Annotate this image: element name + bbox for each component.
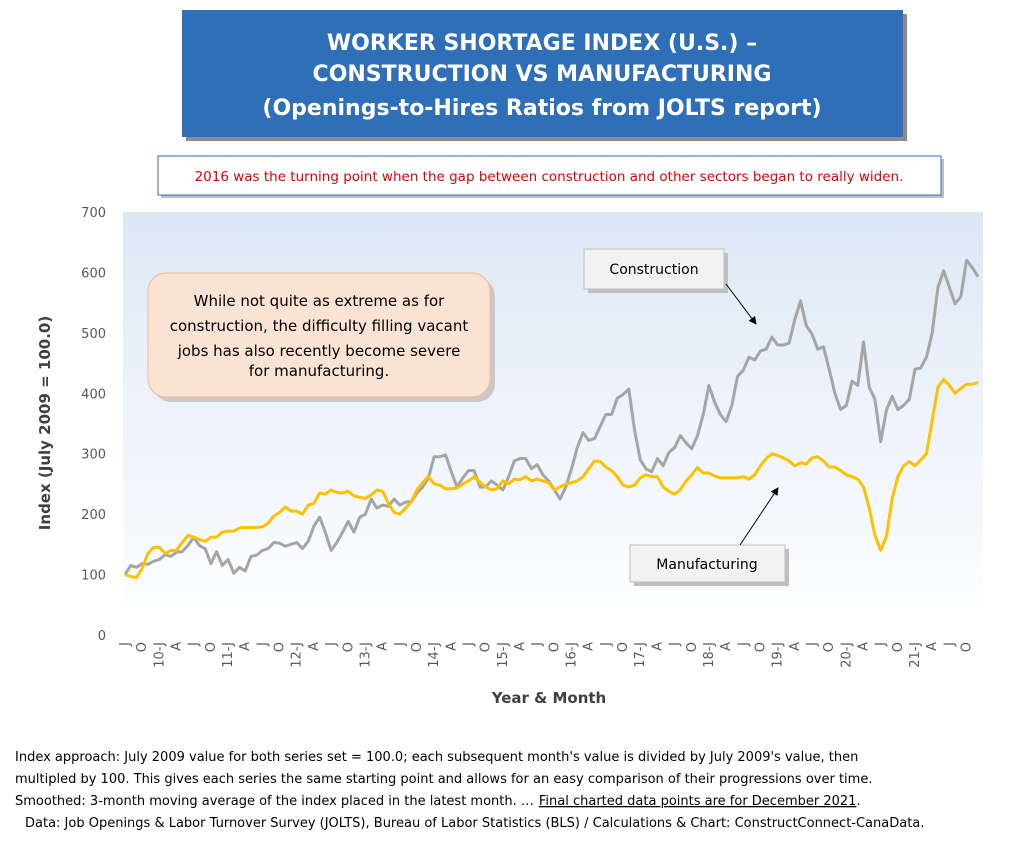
- x-tick-label: O: [753, 642, 768, 652]
- x-tick-label: O: [204, 642, 219, 652]
- x-tick-label: 10-J: [152, 642, 167, 668]
- subtitle-box: [157, 155, 942, 196]
- x-tick-label: J: [805, 642, 820, 647]
- x-tick-label: 11-J: [221, 642, 236, 668]
- x-tick-label: J: [118, 642, 133, 647]
- y-tick-label: 300: [81, 448, 106, 463]
- construction-label-box: [583, 248, 725, 290]
- x-tick-label: 18-J: [702, 642, 717, 668]
- x-tick-label: 19-J: [771, 642, 786, 668]
- x-tick-label: J: [942, 642, 957, 647]
- x-tick-label: A: [582, 642, 597, 651]
- note: Index approach: July 2009 value for both…: [15, 750, 858, 765]
- x-tick-label: A: [170, 642, 185, 651]
- x-tick-label: O: [410, 642, 425, 652]
- x-tick-label: A: [788, 642, 803, 651]
- x-tick-label: O: [479, 642, 494, 652]
- note-link: Final charted data points are for Decemb…: [539, 794, 857, 809]
- y-tick-label: 0: [98, 629, 106, 644]
- legend-label: Manufacturing: [656, 557, 757, 573]
- x-tick-label: O: [960, 642, 975, 652]
- x-tick-label: A: [307, 642, 322, 651]
- x-tick-label: 14-J: [427, 642, 442, 668]
- callout-text: construction, the difficulty filling vac…: [170, 317, 469, 335]
- x-tick-label: A: [650, 642, 665, 651]
- note: Smoothed: 3-month moving average of the …: [15, 794, 861, 809]
- note: Data: Job Openings & Labor Turnover Surv…: [25, 816, 924, 831]
- note: multipled by 100. This gives each series…: [15, 772, 872, 787]
- title: CONSTRUCTION VS MANUFACTURING: [313, 62, 772, 87]
- y-axis-label: Index (July 2009 = 100.0): [36, 316, 54, 530]
- manufacturing-label-box: [629, 544, 786, 583]
- title: (Openings-to-Hires Ratios from JOLTS rep…: [262, 96, 821, 121]
- note: .: [856, 794, 860, 809]
- x-tick-label: 16-J: [565, 642, 580, 668]
- x-tick-label: O: [891, 642, 906, 652]
- legend-label: Construction: [609, 262, 698, 278]
- arrow: [739, 487, 779, 546]
- subtitle: 2016 was the turning point when the gap …: [195, 169, 904, 185]
- series-line: [124, 377, 979, 580]
- x-tick-label: O: [685, 642, 700, 652]
- x-tick-label: J: [187, 642, 202, 647]
- x-tick-label: A: [925, 642, 940, 651]
- x-tick-label: O: [341, 642, 356, 652]
- x-tick-label: 13-J: [358, 642, 373, 668]
- x-tick-label: O: [822, 642, 837, 652]
- y-tick-label: 400: [81, 387, 106, 402]
- x-axis-label: Year & Month: [491, 689, 606, 707]
- x-tick-label: A: [513, 642, 528, 651]
- x-tick-label: 12-J: [290, 642, 305, 668]
- x-tick-label: 17-J: [633, 642, 648, 668]
- x-tick-label: O: [135, 642, 150, 652]
- x-tick-label: J: [599, 642, 614, 647]
- y-tick-label: 100: [81, 569, 106, 584]
- x-tick-label: O: [273, 642, 288, 652]
- x-tick-label: O: [616, 642, 631, 652]
- x-tick-label: J: [255, 642, 270, 647]
- x-tick-label: O: [547, 642, 562, 652]
- x-tick-label: A: [238, 642, 253, 651]
- note: Smoothed: 3-month moving average of the …: [15, 794, 534, 809]
- x-tick-label: 20-J: [839, 642, 854, 668]
- x-tick-label: A: [719, 642, 734, 651]
- callout-text: While not quite as extreme as for: [194, 292, 445, 310]
- y-tick-label: 700: [81, 206, 106, 221]
- title-box: [182, 10, 903, 137]
- x-tick-label: J: [736, 642, 751, 647]
- x-tick-label: J: [461, 642, 476, 647]
- y-tick-label: 500: [81, 327, 106, 342]
- x-tick-label: J: [874, 642, 889, 647]
- x-tick-label: J: [324, 642, 339, 647]
- x-tick-label: A: [444, 642, 459, 651]
- x-tick-label: A: [857, 642, 872, 651]
- x-tick-label: J: [393, 642, 408, 647]
- arrow: [725, 283, 757, 325]
- callout-text: for manufacturing.: [249, 362, 389, 380]
- y-tick-label: 200: [81, 508, 106, 523]
- title: WORKER SHORTAGE INDEX (U.S.) –: [327, 31, 757, 56]
- x-tick-label: J: [530, 642, 545, 647]
- callout-box: [147, 272, 491, 398]
- x-tick-label: A: [376, 642, 391, 651]
- callout-text: jobs has also recently become severe: [177, 342, 461, 360]
- x-tick-label: 15-J: [496, 642, 511, 668]
- y-tick-label: 600: [81, 266, 106, 281]
- x-tick-label: J: [668, 642, 683, 647]
- x-tick-label: 21-J: [908, 642, 923, 668]
